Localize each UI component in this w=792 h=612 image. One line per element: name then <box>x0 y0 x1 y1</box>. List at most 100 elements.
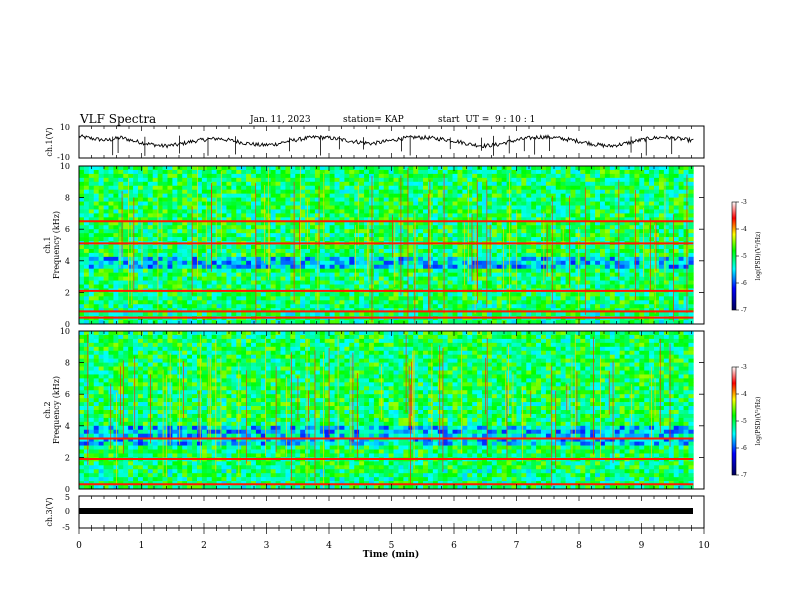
spectrogram-cell <box>241 272 247 277</box>
spectrogram-cell <box>393 213 399 218</box>
spectrogram-cell <box>393 252 399 258</box>
spectrogram-cell <box>275 300 281 305</box>
spectrogram-cell <box>123 276 129 281</box>
spectrogram-cell <box>349 201 355 206</box>
spectrogram-cell <box>403 189 409 194</box>
spectrogram-cell <box>221 213 227 218</box>
spectrogram-cell <box>137 280 144 285</box>
spectrogram-cell <box>516 197 522 202</box>
spectrogram-cell <box>604 185 611 190</box>
spectrogram-cell <box>403 197 409 202</box>
spectrogram-cell <box>649 300 655 305</box>
spectrogram-cell <box>599 264 606 269</box>
spectrogram-cell <box>570 312 576 317</box>
spectrogram-cell <box>152 221 158 226</box>
spectrogram-cell <box>560 268 566 273</box>
spectrogram-cell <box>452 221 458 226</box>
spectrogram-cell <box>187 193 193 198</box>
spectrogram-cell <box>118 225 124 230</box>
spectrogram-cell <box>182 280 188 285</box>
spectrogram-cell <box>585 197 591 202</box>
spectrogram-cell <box>688 169 694 175</box>
spectrogram-cell <box>201 193 208 198</box>
spectrogram-cell <box>137 284 144 289</box>
spectrogram-cell <box>359 197 365 202</box>
spectrogram-cell <box>688 189 694 194</box>
spectrogram-cell <box>295 217 301 222</box>
spectrogram-cell <box>196 169 203 175</box>
spectrogram-cell <box>344 296 350 301</box>
spectrogram-cell <box>123 201 129 206</box>
spectrogram-cell <box>324 217 330 222</box>
spectrogram-cell <box>663 229 670 234</box>
spectrogram-cell <box>196 296 203 301</box>
spectrogram-cell <box>545 169 552 175</box>
spectrogram-cell <box>413 213 419 218</box>
spectrogram-cell <box>211 225 217 230</box>
spectrogram-cell <box>599 197 606 202</box>
spectrogram-cell <box>526 264 532 269</box>
spectrogram-cell <box>541 201 547 206</box>
spectrogram-cell <box>555 237 561 242</box>
spectrogram-cell <box>531 300 537 305</box>
spectrogram-cell <box>196 280 203 285</box>
spectrogram-cell <box>192 181 198 187</box>
spectrogram-cell <box>442 296 448 301</box>
spectrogram-cell <box>668 312 675 317</box>
spectrogram-cell <box>486 205 493 210</box>
spectrogram-cell <box>103 296 109 301</box>
spectrogram-cell <box>442 166 448 171</box>
spectrogram-cell <box>541 300 547 305</box>
spectrogram-cell <box>290 296 296 301</box>
spectrogram-cell <box>658 280 665 285</box>
spectrogram-cell <box>614 169 620 175</box>
spectrogram-cell <box>192 308 198 313</box>
spectrogram-cell <box>98 169 104 175</box>
spectrogram-cell <box>654 217 660 222</box>
spectrogram-cell <box>521 248 527 254</box>
spectrogram-cell <box>511 308 517 313</box>
spectrogram-cell <box>196 181 203 187</box>
spectrogram-cell <box>79 252 85 258</box>
spectrogram-cell <box>383 300 389 305</box>
spectrogram-cell <box>393 245 399 250</box>
spectrogram-cell <box>437 193 444 198</box>
spectrogram-cell <box>275 221 281 226</box>
spectrogram-cell <box>246 197 252 202</box>
spectrogram-cell <box>226 213 232 218</box>
spectrogram-cell <box>280 284 286 289</box>
spectrogram-cell <box>192 189 198 194</box>
spectrogram-cell <box>113 181 119 187</box>
spectrogram-cell <box>599 177 606 183</box>
spectrogram-cell <box>79 181 85 187</box>
spectrogram-cell <box>152 268 158 273</box>
spectrogram-cell <box>98 217 104 222</box>
spectrogram-cell <box>521 280 527 285</box>
spectrogram-cell <box>462 217 468 222</box>
spectrogram-cell <box>595 248 601 254</box>
spectrogram-cell <box>93 229 99 234</box>
spectrogram-cell <box>206 264 212 269</box>
spectrogram-cell <box>108 300 114 305</box>
spectrogram-cell <box>639 237 645 242</box>
spectrogram-cell <box>580 205 586 210</box>
spectrogram-cell <box>295 205 301 210</box>
spectrogram-cell <box>423 280 429 285</box>
spectrogram-cell <box>536 264 542 269</box>
spectrogram-cell <box>211 308 217 313</box>
spectrogram-cell <box>314 197 321 202</box>
spectrogram-cell <box>128 181 134 187</box>
spectrogram-cell <box>599 201 606 206</box>
spectrogram-cell <box>118 268 124 273</box>
spectrogram-cell <box>491 213 498 218</box>
spectrogram-cell <box>79 284 85 289</box>
spectrogram-cell <box>93 169 99 175</box>
spectrogram-cell <box>270 181 276 187</box>
spectrogram-cell <box>516 189 522 194</box>
spectrogram-cell <box>231 252 237 258</box>
spectrogram-cell <box>442 173 448 179</box>
spectrogram-cell <box>531 296 537 301</box>
spectrogram-cell <box>634 181 640 187</box>
spectrogram-cell <box>526 205 532 210</box>
spectrogram-cell <box>457 169 463 175</box>
